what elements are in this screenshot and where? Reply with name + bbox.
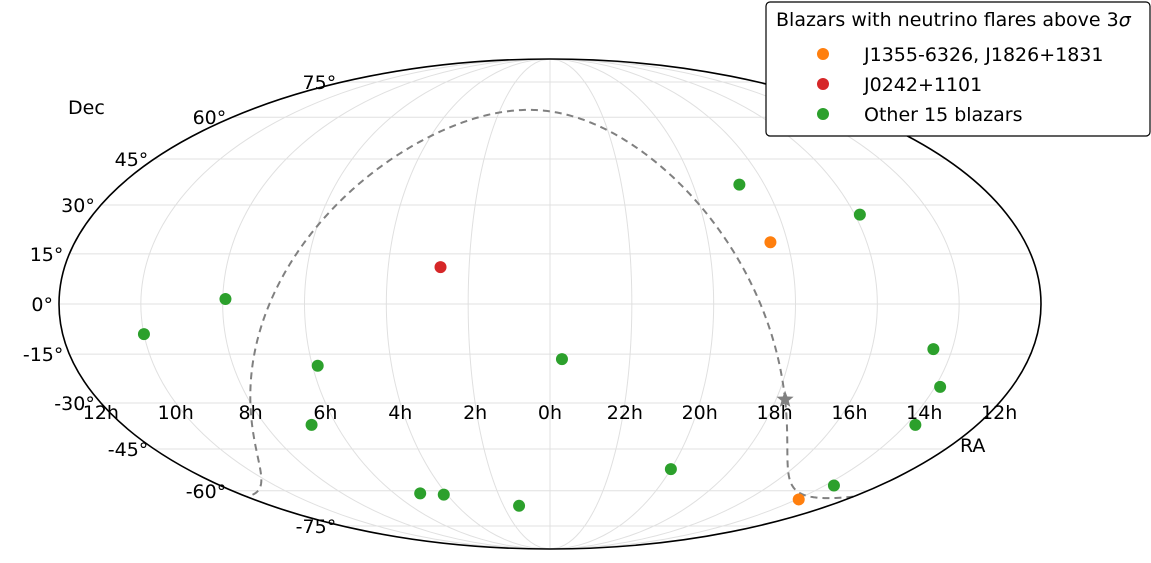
data-point: [853, 208, 866, 221]
x-axis-label: RA: [960, 435, 985, 457]
galactic-plane-line: [247, 108, 854, 500]
legend-entry-label: Other 15 blazars: [864, 104, 1023, 126]
legend-box: [765, 1, 1151, 137]
data-point: [555, 353, 568, 366]
ra-tick-label: 20h: [682, 402, 718, 424]
ra-gridline: [467, 58, 551, 550]
ra-tick-label: 14h: [906, 402, 942, 424]
legend-title-sigma: σ: [1119, 9, 1132, 31]
dec-tick-label: 75°: [303, 72, 337, 94]
dec-tick-label: -45°: [108, 439, 149, 461]
dec-tick-label: 15°: [30, 244, 64, 266]
dec-tick-label: 60°: [193, 107, 227, 129]
data-point: [909, 418, 922, 431]
legend-entry-label: J0242+1101: [863, 74, 982, 96]
ra-gridline: [549, 58, 797, 550]
ra-tick-label: 18h: [756, 402, 792, 424]
legend-title-text: Blazars with neutrino flares above 3: [776, 9, 1119, 31]
dec-tick-label: 45°: [115, 149, 149, 171]
ra-tick-label: 22h: [607, 402, 643, 424]
y-axis-label: Dec: [68, 97, 105, 119]
data-point: [792, 493, 805, 506]
ra-gridline: [549, 58, 715, 550]
data-point: [733, 178, 746, 191]
ra-tick-label: 10h: [158, 402, 194, 424]
data-point: [664, 463, 677, 476]
ra-tick-label: 16h: [831, 402, 867, 424]
sky-boundary: [58, 58, 1042, 550]
data-points: [137, 178, 947, 512]
data-point: [311, 359, 324, 372]
legend-marker: [817, 48, 829, 60]
legend-marker: [817, 108, 829, 120]
ra-tick-label: 12h: [981, 402, 1017, 424]
ra-gridline: [549, 58, 633, 550]
dec-tick-label: -30°: [54, 393, 95, 415]
ra-gridline: [549, 58, 878, 550]
data-point: [219, 292, 232, 305]
ra-tick-label: 6h: [313, 402, 337, 424]
data-point: [513, 499, 526, 512]
dec-tick-label: -60°: [186, 481, 227, 503]
ra-tick-label: 4h: [388, 402, 412, 424]
ra-gridline: [140, 58, 551, 550]
ra-tick-label: 2h: [463, 402, 487, 424]
legend: Blazars with neutrino flares above 3σ J1…: [765, 1, 1151, 137]
legend-entries: J1355-6326, J1826+1831 J0242+1101 Other 15…: [817, 44, 1103, 126]
data-point: [434, 261, 447, 274]
dec-tick-label: -75°: [296, 516, 337, 538]
legend-marker: [817, 78, 829, 90]
legend-title: Blazars with neutrino flares above 3σ: [776, 9, 1132, 31]
legend-entry-label: J1355-6326, J1826+1831: [863, 44, 1103, 66]
data-point: [305, 418, 318, 431]
dec-tick-labels: 75° 60° 45° 30° 15° 0° -15° -30° -45° -60° -75°: [23, 72, 336, 538]
data-point: [764, 236, 777, 249]
ra-tick-label: 12h: [83, 402, 119, 424]
ra-tick-label: 8h: [238, 402, 262, 424]
data-point: [827, 479, 840, 492]
data-point: [934, 380, 947, 393]
data-point: [414, 487, 427, 500]
dec-tick-label: -15°: [23, 344, 64, 366]
dec-tick-label: 30°: [61, 195, 95, 217]
data-point: [437, 488, 450, 501]
data-point: [137, 328, 150, 341]
data-point: [927, 343, 940, 356]
ra-tick-labels: 12h 10h 8h 6h 4h 2h 0h 22h 20h 18h 16h 14h 12h: [83, 402, 1018, 424]
dec-tick-label: 0°: [31, 294, 53, 316]
ra-gridline: [303, 58, 551, 550]
galactic-center-star-icon: [776, 390, 794, 407]
ra-tick-label: 0h: [538, 402, 562, 424]
